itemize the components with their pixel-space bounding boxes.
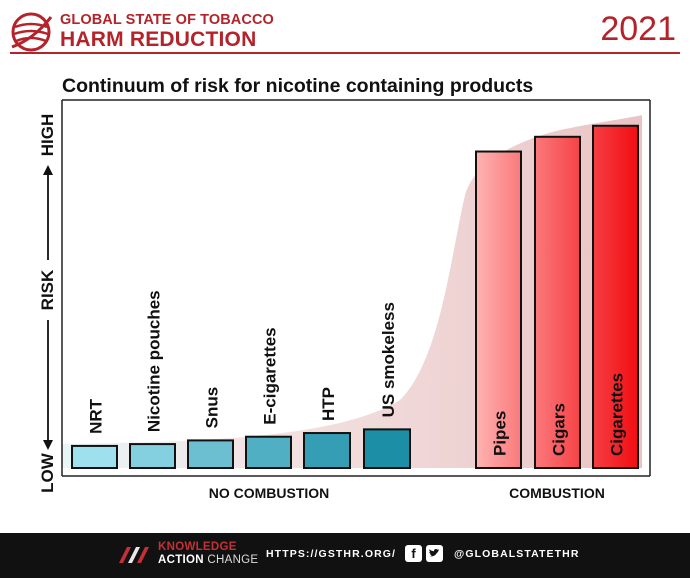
bar-e-cigarettes	[245, 435, 292, 470]
header-divider	[10, 52, 680, 54]
y-label-low: LOW	[38, 452, 57, 493]
facebook-icon[interactable]: f	[405, 545, 422, 562]
bar-cigarettes	[592, 124, 639, 469]
social-handle[interactable]: @GLOBALSTATETHR	[454, 548, 580, 560]
kac-action: ACTION	[158, 553, 204, 566]
bar-cigars	[534, 135, 581, 470]
brand-line-1: GLOBAL STATE OF TOBACCO	[60, 12, 274, 28]
globe-logo-icon	[11, 12, 52, 52]
kac-action-change: ACTION CHANGE	[158, 553, 259, 567]
header: GLOBAL STATE OF TOBACCO HARM REDUCTION 2…	[0, 0, 690, 56]
bar-label-nicotine-pouches: Nicotine pouches	[145, 290, 164, 432]
kac-change: CHANGE	[207, 553, 259, 566]
year-label: 2021	[600, 10, 676, 48]
bar-nrt	[71, 444, 118, 470]
bar-snus	[187, 439, 234, 469]
bar-label-pipes: Pipes	[491, 411, 510, 456]
y-axis-label: LOW RISK HIGH	[38, 114, 57, 493]
bar-us-smokeless	[363, 428, 411, 469]
arrow-up-icon	[43, 165, 53, 175]
group-label-no-combustion: NO COMBUSTION	[209, 485, 330, 501]
brand-title: GLOBAL STATE OF TOBACCO HARM REDUCTION	[60, 13, 274, 50]
risk-chart: LOW RISK HIGH NRT Nicotine pouches Snus E-c…	[38, 99, 651, 501]
brand-line-2: HARM REDUCTION	[60, 27, 257, 51]
group-label-combustion: COMBUSTION	[509, 485, 605, 501]
bar-nicotine-pouches	[129, 443, 176, 469]
bar-group: NRT Nicotine pouches Snus E-cigarettes HTP US…	[71, 124, 639, 470]
kac-knowledge: KNOWLEDGE	[158, 541, 237, 553]
bar-label-htp: HTP	[319, 387, 338, 421]
twitter-bird-icon	[429, 548, 440, 557]
footer: KNOWLEDGE ACTION CHANGE HTTPS://GSTHR.OR…	[0, 533, 690, 578]
group-labels: NO COMBUSTION COMBUSTION	[209, 485, 605, 501]
bar-label-us-smokeless: US smokeless	[379, 302, 398, 417]
bar-label-nrt: NRT	[87, 398, 106, 434]
bar-pipes	[475, 150, 522, 470]
bar-label-cigars: Cigars	[550, 403, 569, 456]
website-link[interactable]: HTTPS://GSTHR.ORG/	[266, 548, 397, 560]
y-label-risk: RISK	[38, 269, 57, 310]
bar-label-snus: Snus	[203, 387, 222, 429]
kac-logo-icon	[119, 547, 149, 563]
chart-title: Continuum of risk for nicotine containin…	[62, 75, 534, 97]
arrow-down-icon	[43, 440, 53, 450]
bar-htp	[303, 432, 351, 470]
kac-brand: KNOWLEDGE ACTION CHANGE	[158, 541, 259, 567]
y-label-high: HIGH	[38, 114, 57, 157]
twitter-icon[interactable]	[426, 545, 443, 562]
bar-label-cigarettes: Cigarettes	[608, 373, 627, 456]
bar-label-e-cigarettes: E-cigarettes	[261, 327, 280, 424]
